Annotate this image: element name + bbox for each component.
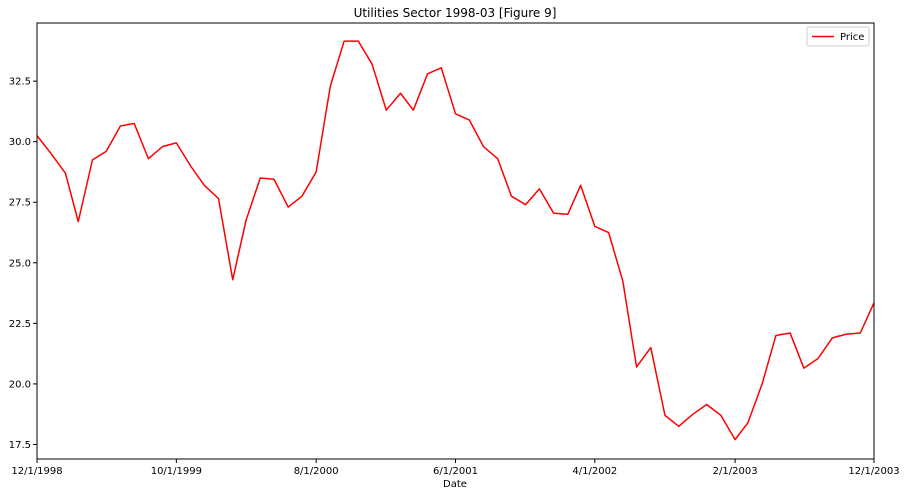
plot-frame xyxy=(36,22,875,460)
x-tick-label: 2/1/2003 xyxy=(713,466,758,477)
plot-area xyxy=(37,23,874,459)
y-axis: 17.5 20.0 22.5 25.0 27.5 30.0 32.5 xyxy=(9,77,37,451)
legend-box xyxy=(806,26,870,47)
series-line-price xyxy=(36,40,875,441)
x-tick-label: 10/1/1999 xyxy=(151,466,202,477)
x-tick-label: 8/1/2000 xyxy=(294,466,339,477)
y-tick-label: 17.5 xyxy=(9,440,31,451)
y-tick-label: 20.0 xyxy=(9,379,31,390)
x-axis: 12/1/1998 10/1/1999 8/1/2000 6/1/2001 4/1/20… xyxy=(11,459,900,477)
y-tick-label: 25.0 xyxy=(9,258,31,269)
x-axis-label: Date xyxy=(443,479,467,490)
chart-title: Utilities Sector 1998-03 [Figure 9] xyxy=(354,6,557,20)
y-tick-label: 32.5 xyxy=(9,77,31,88)
legend-label-price: Price xyxy=(840,32,864,43)
y-tick-label: 22.5 xyxy=(9,319,31,330)
legend: Price xyxy=(806,26,870,47)
y-tick-label: 30.0 xyxy=(9,137,31,148)
y-tick-label: 27.5 xyxy=(9,198,31,209)
x-tick-label: 12/1/2003 xyxy=(848,466,899,477)
x-tick-label: 4/1/2002 xyxy=(572,466,617,477)
x-tick-label: 6/1/2001 xyxy=(433,466,478,477)
x-tick-label: 12/1/1998 xyxy=(11,466,62,477)
